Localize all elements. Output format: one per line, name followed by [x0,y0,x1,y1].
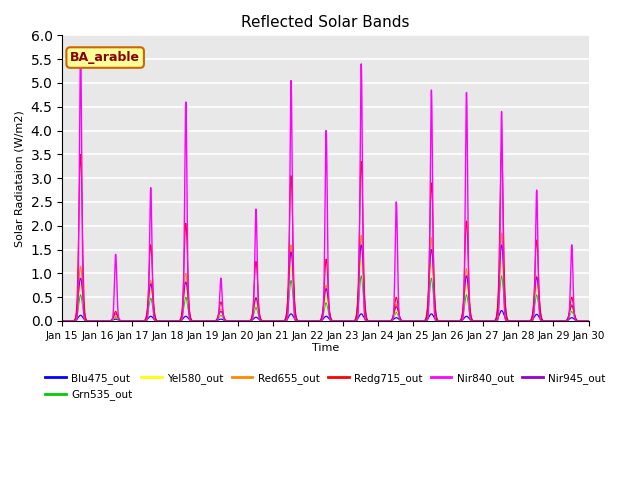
Redg715_out [584,318,592,324]
Line: Blu475_out: Blu475_out [62,311,588,321]
Redg715_out [538,317,546,323]
Line: Redg715_out: Redg715_out [62,150,588,321]
Yel580_out [352,317,360,323]
Yel580_out [553,318,561,324]
Redg715_out [553,318,561,324]
Grn535_out [553,318,561,324]
Nir840_out [478,318,486,324]
Yel580_out [205,318,212,324]
Grn535_out [205,318,212,324]
Yel580_out [340,318,348,324]
Blu475_out [553,318,561,324]
Grn535_out [478,318,486,324]
Nir945_out [538,316,546,322]
Nir945_out [478,318,486,324]
Red655_out [584,318,592,324]
Red655_out [352,317,360,323]
Nir840_out [352,318,360,324]
Yel580_out [538,317,546,323]
Line: Nir840_out: Nir840_out [62,49,588,321]
Blu475_out [340,318,348,324]
Nir840_out [77,47,84,52]
Nir840_out [58,318,66,324]
Red655_out [538,317,546,323]
Grn535_out [584,318,592,324]
Blu475_out [584,318,592,324]
Yel580_out [584,318,592,324]
Grn535_out [340,318,348,324]
Grn535_out [352,317,360,323]
Redg715_out [352,317,360,323]
Red655_out [478,318,486,324]
Yel580_out [478,318,486,324]
Nir840_out [205,318,213,324]
Nir840_out [584,318,592,324]
Line: Grn535_out: Grn535_out [62,276,588,321]
Nir945_out [553,318,561,324]
Line: Yel580_out: Yel580_out [62,262,588,321]
Nir945_out [205,318,212,324]
Blu475_out [352,318,360,324]
Y-axis label: Solar Radiataion (W/m2): Solar Radiataion (W/m2) [15,110,25,247]
Blu475_out [498,308,506,313]
Redg715_out [498,147,506,153]
Blu475_out [478,318,486,324]
Nir840_out [538,318,546,324]
Nir945_out [58,318,66,324]
Red655_out [340,318,348,324]
Grn535_out [357,273,365,279]
Red655_out [498,230,506,236]
Nir945_out [357,242,365,248]
Red655_out [58,318,66,324]
Blu475_out [58,318,66,324]
Redg715_out [340,318,348,324]
Redg715_out [478,318,486,324]
Grn535_out [538,317,546,323]
Text: BA_arable: BA_arable [70,51,140,64]
Grn535_out [58,318,66,324]
Yel580_out [357,259,365,264]
Redg715_out [205,318,212,324]
Line: Red655_out: Red655_out [62,233,588,321]
Redg715_out [58,318,66,324]
Yel580_out [58,318,66,324]
Red655_out [205,318,212,324]
Blu475_out [538,318,546,324]
Red655_out [553,318,561,324]
Nir840_out [340,318,348,324]
Nir945_out [352,315,360,321]
Line: Nir945_out: Nir945_out [62,245,588,321]
Nir945_out [584,318,592,324]
Title: Reflected Solar Bands: Reflected Solar Bands [241,15,410,30]
Blu475_out [205,318,212,324]
X-axis label: Time: Time [312,344,339,353]
Nir945_out [340,318,348,324]
Legend: Blu475_out, Grn535_out, Yel580_out, Red655_out, Redg715_out, Nir840_out, Nir945_: Blu475_out, Grn535_out, Yel580_out, Red6… [41,369,610,405]
Nir840_out [553,318,561,324]
